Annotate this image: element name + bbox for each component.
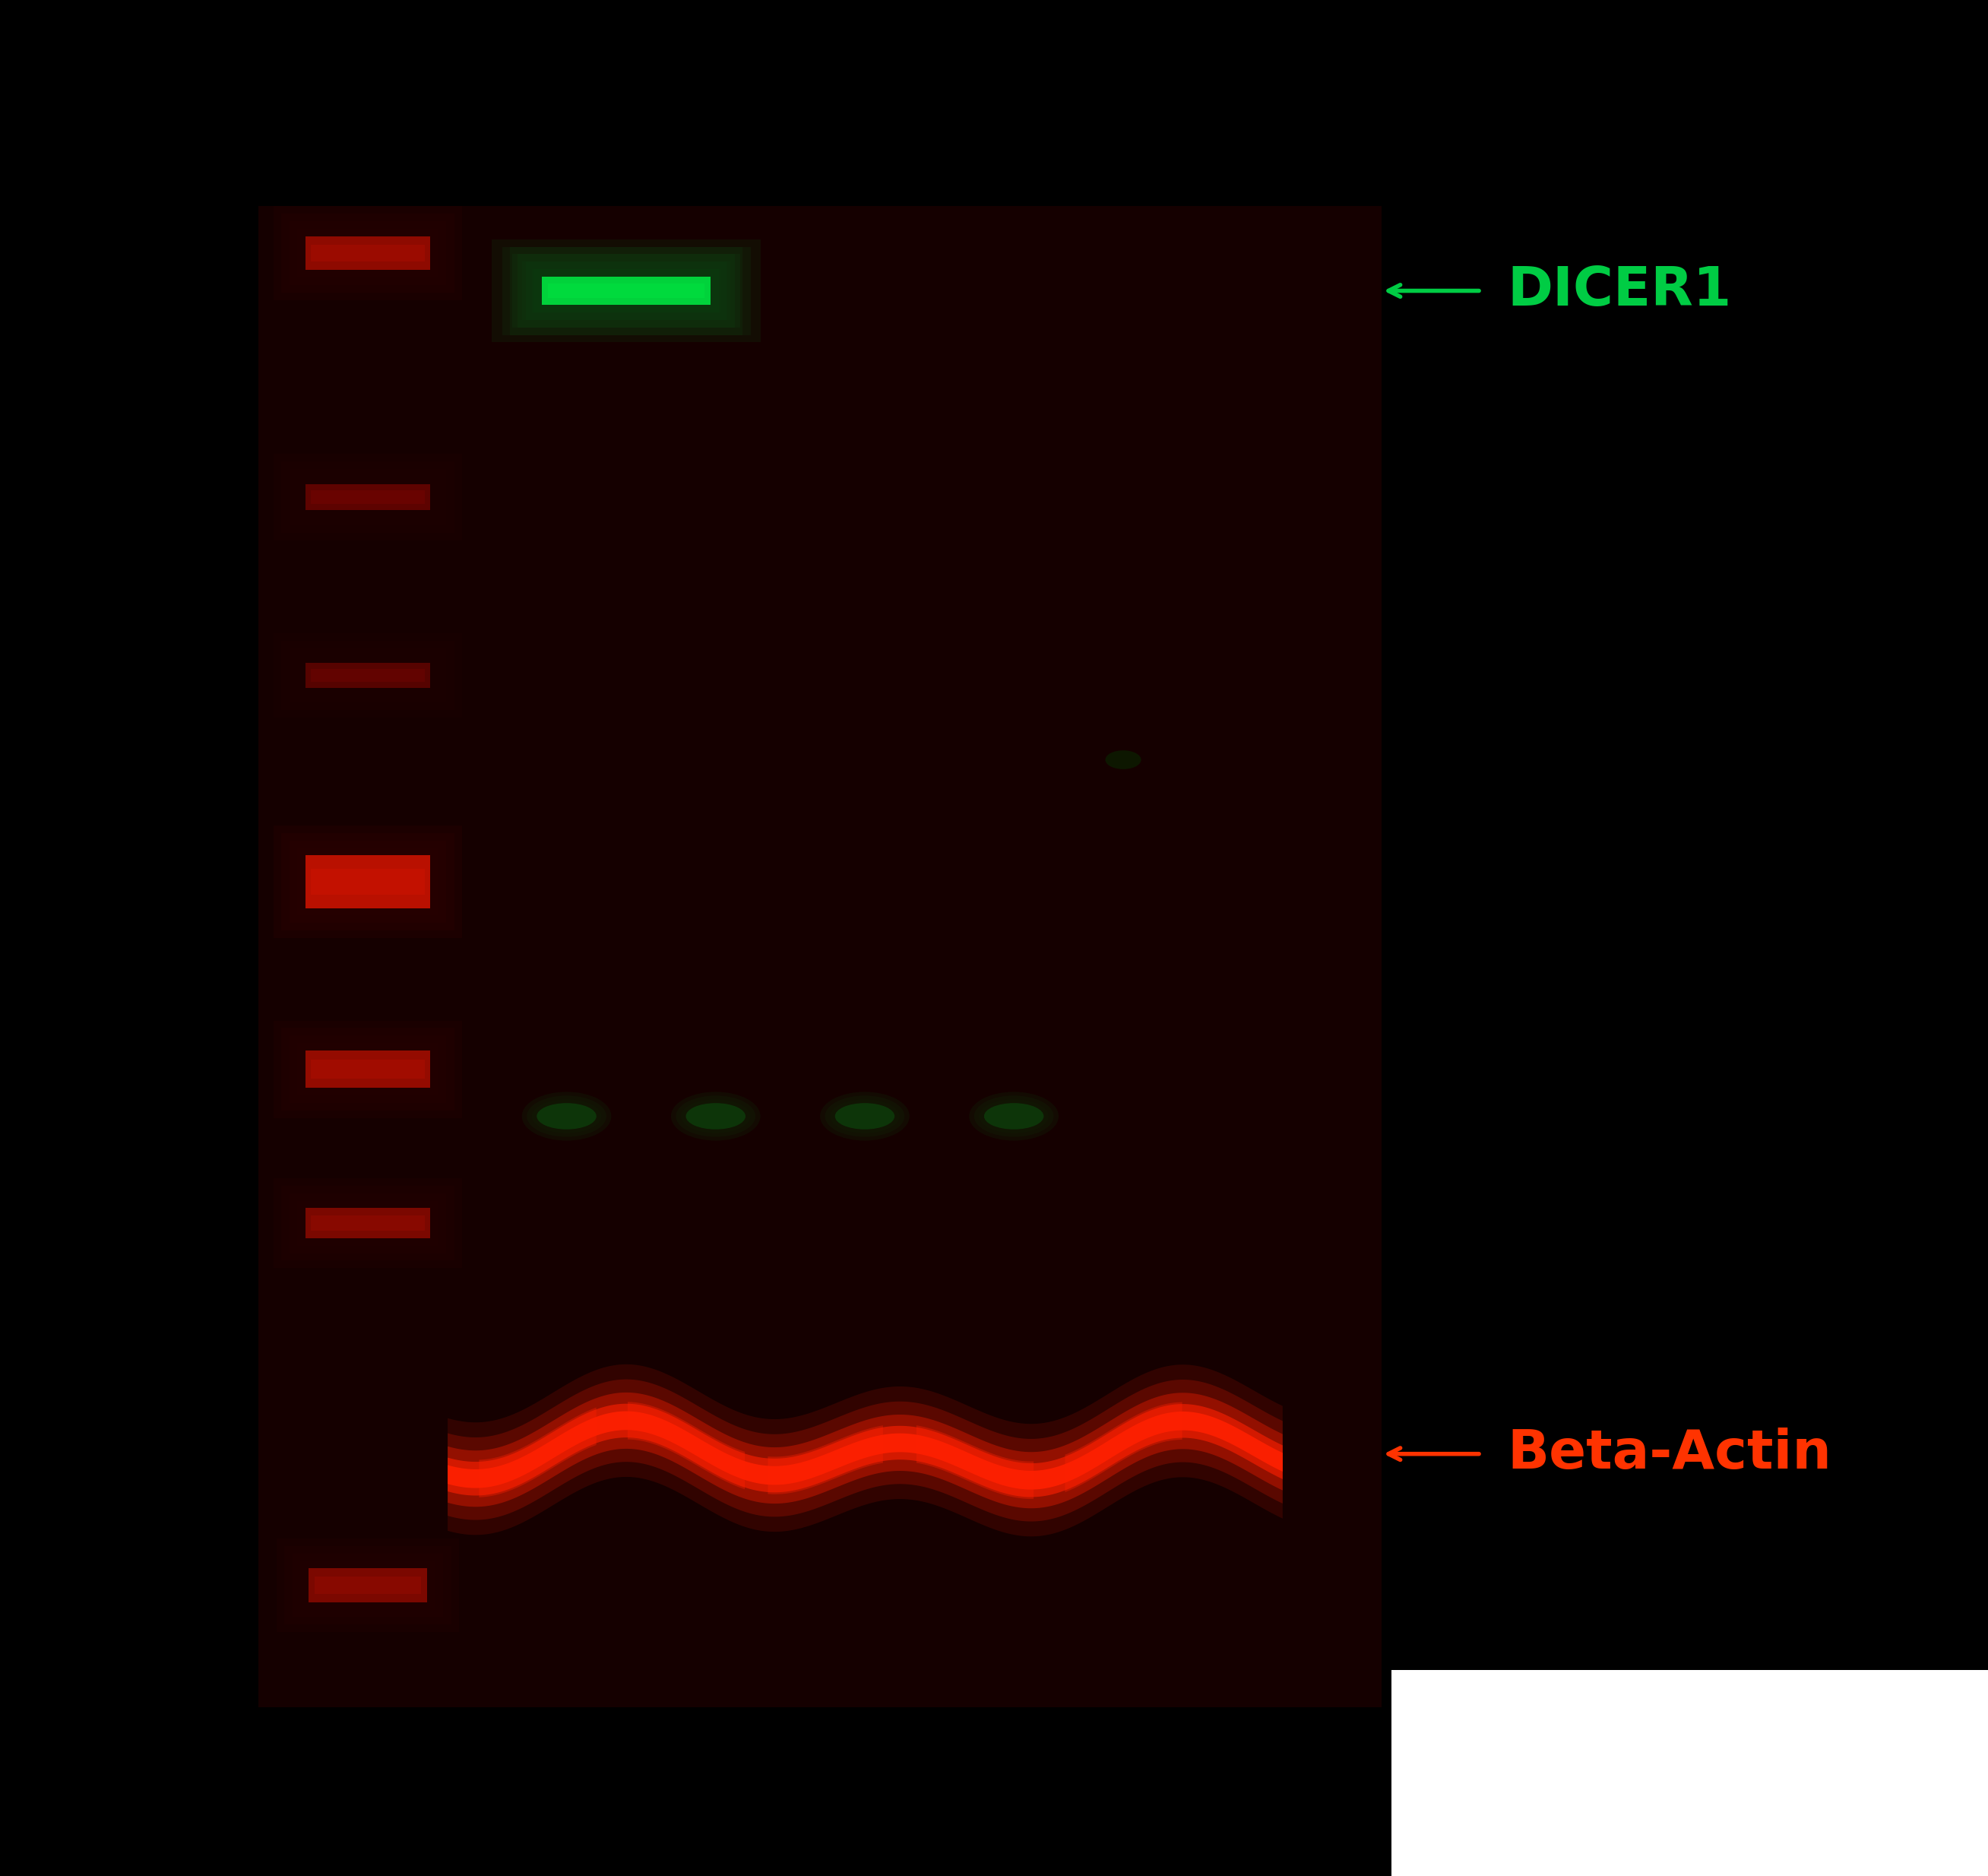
- Bar: [513, 253, 740, 326]
- Bar: [290, 1036, 445, 1103]
- Bar: [274, 454, 461, 540]
- Bar: [292, 1553, 443, 1617]
- Bar: [310, 490, 425, 503]
- Bar: [298, 229, 437, 278]
- Bar: [310, 1060, 425, 1079]
- Bar: [274, 825, 461, 938]
- Bar: [282, 1028, 455, 1111]
- Bar: [284, 1546, 451, 1625]
- Ellipse shape: [670, 1092, 759, 1141]
- Bar: [282, 642, 455, 709]
- Ellipse shape: [970, 1092, 1060, 1141]
- Bar: [306, 662, 431, 688]
- Text: Beta-Actin: Beta-Actin: [1507, 1428, 1831, 1480]
- Bar: [298, 655, 437, 694]
- Ellipse shape: [835, 1103, 895, 1129]
- Bar: [300, 1561, 435, 1610]
- Bar: [274, 1178, 461, 1268]
- Bar: [306, 484, 431, 510]
- Bar: [290, 469, 445, 525]
- Bar: [282, 833, 455, 930]
- Bar: [525, 261, 728, 319]
- Bar: [298, 1043, 437, 1096]
- Bar: [298, 848, 437, 915]
- Bar: [298, 1201, 437, 1246]
- Bar: [306, 1051, 431, 1088]
- Text: DICER1: DICER1: [1507, 265, 1732, 317]
- Bar: [274, 206, 461, 300]
- Ellipse shape: [821, 1092, 909, 1141]
- Ellipse shape: [686, 1103, 746, 1129]
- Bar: [533, 268, 722, 313]
- Bar: [541, 276, 712, 304]
- Bar: [1392, 1670, 1988, 1876]
- Bar: [274, 1021, 461, 1118]
- Bar: [306, 236, 431, 270]
- Bar: [306, 855, 431, 908]
- Bar: [310, 1216, 425, 1231]
- Bar: [274, 632, 461, 719]
- Bar: [501, 248, 751, 334]
- Bar: [290, 1193, 445, 1253]
- Bar: [310, 670, 425, 681]
- Bar: [306, 1208, 431, 1238]
- Ellipse shape: [521, 1092, 612, 1141]
- Bar: [282, 461, 455, 533]
- Bar: [517, 253, 736, 326]
- Bar: [314, 1576, 421, 1595]
- Ellipse shape: [1105, 750, 1141, 769]
- Bar: [533, 268, 720, 313]
- Bar: [549, 283, 706, 298]
- Bar: [290, 840, 445, 923]
- Bar: [493, 240, 761, 343]
- Bar: [521, 261, 732, 319]
- Bar: [282, 1186, 455, 1261]
- Bar: [290, 647, 445, 702]
- Bar: [310, 869, 425, 895]
- Ellipse shape: [537, 1103, 596, 1129]
- Bar: [310, 246, 425, 263]
- Bar: [290, 221, 445, 285]
- Ellipse shape: [984, 1103, 1044, 1129]
- Bar: [282, 214, 455, 293]
- Bar: [298, 477, 437, 518]
- Bar: [276, 1538, 459, 1632]
- Bar: [258, 206, 1382, 1707]
- Bar: [509, 248, 744, 334]
- Bar: [308, 1568, 427, 1602]
